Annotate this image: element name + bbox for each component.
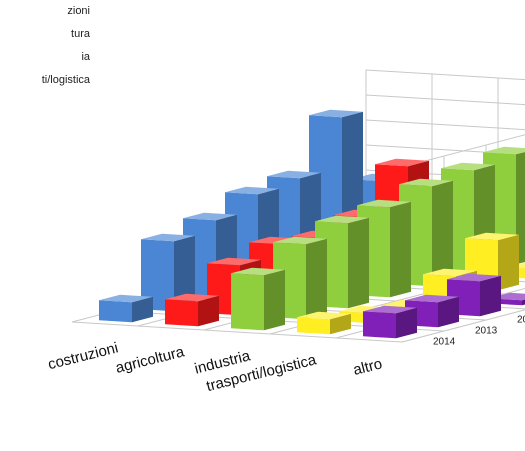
- category-label: costruzioni: [46, 339, 120, 373]
- bar-costruzioni-2014: [99, 295, 153, 323]
- bar-side-face: [348, 218, 369, 308]
- year-label: 2013: [475, 326, 498, 337]
- bar-front-face: [165, 299, 198, 326]
- legend-entry: zioni: [0, 0, 90, 23]
- bar-side-face: [480, 276, 501, 317]
- bar-industria-2014: [231, 268, 285, 331]
- bar-side-face: [306, 239, 327, 319]
- bar-agricoltura-2014: [165, 294, 219, 327]
- bar-front-face: [99, 300, 132, 322]
- legend-label: tura: [71, 23, 90, 46]
- legend-label: ia: [81, 46, 90, 69]
- category-label: altro: [352, 355, 384, 379]
- legend-label: zioni: [67, 0, 90, 23]
- legend: zioni tura ia ti/logistica: [0, 0, 90, 92]
- legend-label: ti/logistica: [42, 69, 90, 92]
- bar-side-face: [390, 202, 411, 297]
- bar-front-face: [363, 311, 396, 338]
- bar-altro-2014: [363, 306, 417, 339]
- legend-entry: ia: [0, 46, 90, 69]
- legend-entry: ti/logistica: [0, 69, 90, 92]
- legend-entry: tura: [0, 23, 90, 46]
- category-label: agricoltura: [114, 343, 187, 377]
- year-label: 2014: [433, 337, 456, 348]
- bar-side-face: [498, 235, 519, 290]
- year-label: 2012: [517, 315, 525, 326]
- bar-front-face: [297, 317, 330, 334]
- bar-front-face: [231, 273, 264, 330]
- bar-side-face: [264, 270, 285, 331]
